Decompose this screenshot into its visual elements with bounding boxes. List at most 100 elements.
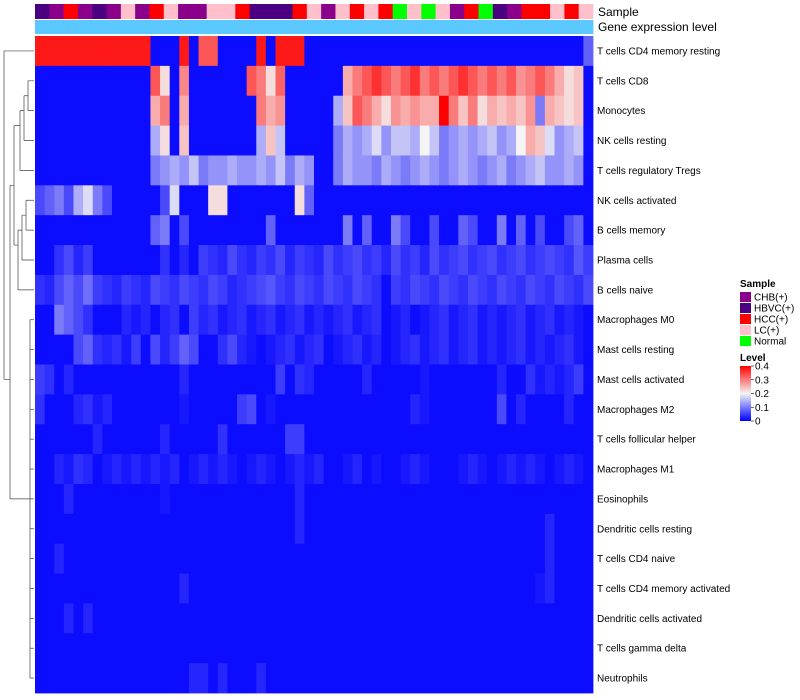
heatmap-cell: [390, 663, 401, 694]
heatmap-cell: [506, 633, 517, 664]
heatmap-cell: [169, 483, 180, 515]
heatmap-cell: [314, 274, 325, 306]
heatmap-cell: [304, 573, 315, 604]
heatmap-cell: [477, 304, 488, 336]
heatmap-cell: [111, 663, 122, 694]
heatmap-cell: [44, 215, 55, 246]
heatmap-cell: [121, 215, 132, 246]
heatmap-cell: [304, 543, 315, 574]
heatmap-cell: [314, 424, 325, 455]
heatmap-cell: [275, 573, 286, 604]
heatmap-cell: [304, 364, 315, 395]
heatmap-cell: [410, 543, 421, 574]
heatmap-cell: [208, 245, 219, 276]
heatmap-cell: [188, 334, 199, 365]
heatmap-cell: [73, 95, 84, 126]
heatmap-cell: [371, 603, 382, 634]
heatmap-cell: [256, 663, 267, 694]
heatmap-cell: [256, 334, 267, 365]
heatmap-cell: [83, 65, 94, 97]
heatmap-cell: [111, 215, 122, 246]
legend-sample-label: Normal: [754, 337, 786, 348]
heatmap-cell: [227, 304, 238, 336]
heatmap-cell: [467, 245, 478, 276]
heatmap-cell: [179, 185, 190, 216]
heatmap-cell: [429, 215, 440, 246]
heatmap-cell: [419, 394, 430, 425]
heatmap-cell: [35, 424, 46, 455]
heatmap-cell: [371, 304, 382, 336]
heatmap-cell: [73, 663, 84, 694]
gene-expression-cell: [249, 20, 265, 34]
heatmap-cell: [246, 185, 257, 216]
heatmap-cell: [35, 483, 46, 515]
heatmap-cell: [314, 215, 325, 246]
heatmap-cell: [525, 573, 536, 604]
heatmap-cell: [217, 394, 228, 425]
heatmap-cell: [275, 513, 286, 545]
heatmap-cell: [83, 95, 94, 126]
heatmap-cell: [516, 334, 527, 365]
heatmap-cell: [352, 65, 363, 97]
heatmap-cell: [304, 424, 315, 455]
heatmap-cell: [554, 155, 565, 186]
gene-expression-cell: [263, 20, 279, 34]
heatmap-cell: [256, 543, 267, 574]
heatmap-cell: [362, 513, 373, 545]
heatmap-cell: [429, 424, 440, 455]
gene-expression-cell: [35, 20, 50, 34]
heatmap-cell: [121, 95, 132, 126]
heatmap-cell: [390, 394, 401, 425]
heatmap-cell: [54, 543, 65, 574]
row-label: Dendritic cells activated: [597, 614, 702, 625]
legend-sample-swatch: [740, 314, 751, 324]
heatmap-cell: [265, 274, 276, 306]
heatmap-cell: [458, 65, 469, 97]
heatmap-cell: [44, 663, 55, 694]
heatmap-cell: [150, 603, 161, 634]
heatmap-cell: [439, 543, 450, 574]
heatmap-cell: [516, 603, 527, 634]
heatmap-cell: [535, 274, 546, 306]
heatmap-cell: [448, 36, 459, 67]
sample-cell: [63, 4, 79, 19]
heatmap-cell: [160, 663, 171, 694]
heatmap-cell: [477, 65, 488, 97]
heatmap-cell: [304, 95, 315, 126]
heatmap-cell: [275, 633, 286, 664]
heatmap-cell: [92, 513, 103, 545]
heatmap-cell: [429, 543, 440, 574]
heatmap-cell: [73, 304, 84, 336]
heatmap-cell: [275, 304, 286, 336]
heatmap-cell: [73, 125, 84, 156]
legend-sample-label: HCC(+): [754, 315, 788, 326]
heatmap-cell: [371, 245, 382, 276]
heatmap-cell: [544, 125, 555, 156]
heatmap-cell: [169, 125, 180, 156]
heatmap-cell: [121, 304, 132, 336]
heatmap-cell: [564, 245, 575, 276]
sample-cell: [407, 4, 422, 19]
heatmap-cell: [217, 454, 228, 485]
heatmap-cell: [275, 245, 286, 276]
heatmap-cell: [583, 185, 594, 216]
heatmap-cell: [535, 36, 546, 67]
heatmap-cell: [487, 185, 498, 216]
heatmap-cell: [342, 95, 353, 126]
sample-cell: [578, 4, 594, 19]
heatmap-cell: [564, 573, 575, 604]
heatmap-cell: [188, 155, 199, 186]
heatmap-cell: [227, 95, 238, 126]
heatmap-cell: [63, 215, 74, 246]
heatmap-cell: [140, 95, 151, 126]
heatmap-cell: [217, 633, 228, 664]
heatmap-cell: [73, 483, 84, 515]
heatmap-cell: [169, 36, 180, 67]
heatmap-cell: [506, 215, 517, 246]
heatmap-cell: [544, 483, 555, 515]
heatmap-cell: [525, 125, 536, 156]
heatmap-cell: [102, 633, 113, 664]
sample-cell: [306, 4, 322, 19]
sample-cell: [335, 4, 351, 19]
heatmap-cell: [467, 65, 478, 97]
